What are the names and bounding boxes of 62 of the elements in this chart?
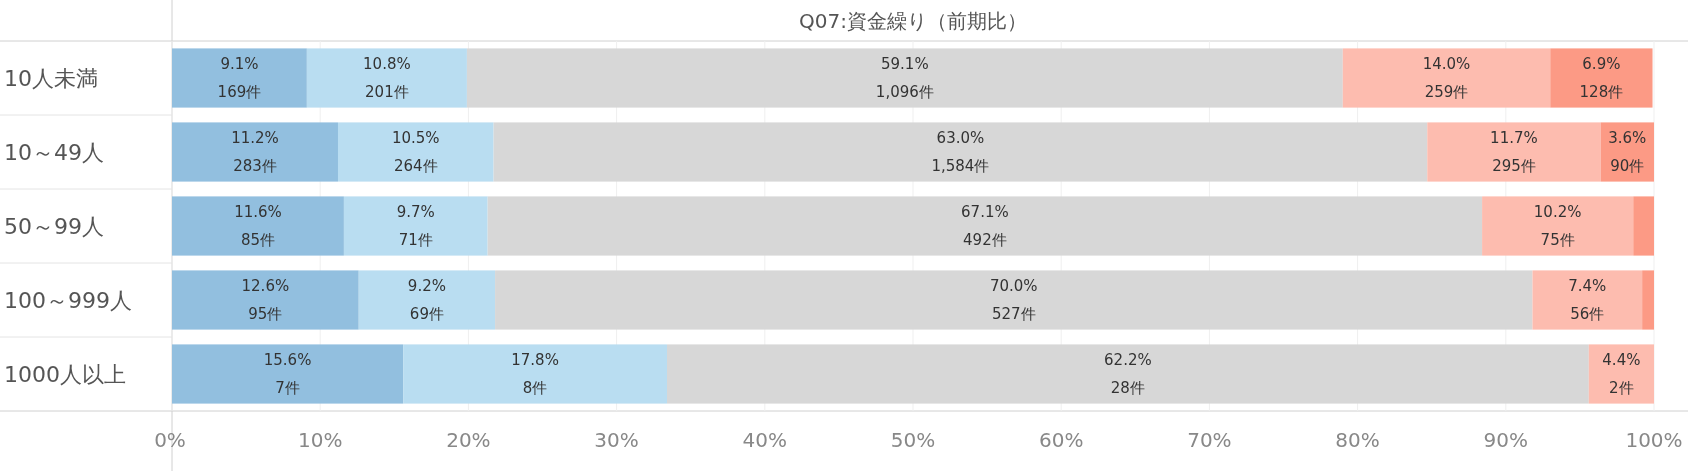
data-label: 62.2% 28件 bbox=[1104, 351, 1152, 397]
x-tick-label: 20% bbox=[446, 428, 491, 452]
data-label: 9.2% 69件 bbox=[407, 277, 446, 323]
data-label: 15.6% 7件 bbox=[263, 351, 312, 397]
data-label: 14.0% 259件 bbox=[1422, 55, 1471, 101]
x-tick-label: 50% bbox=[890, 428, 936, 452]
x-tick-label: 70% bbox=[1187, 428, 1232, 452]
bar bbox=[343, 196, 488, 256]
x-tick-label: 30% bbox=[594, 428, 639, 452]
bar bbox=[487, 196, 1483, 256]
bar bbox=[1342, 48, 1551, 108]
data-label: 3.6% 90件 bbox=[1608, 129, 1647, 175]
data-label: 11.2% 283件 bbox=[231, 129, 279, 175]
bar bbox=[1532, 270, 1643, 330]
y-tick-label: 10人未満 bbox=[4, 66, 98, 91]
bar bbox=[172, 344, 404, 404]
data-label: 11.7% 295件 bbox=[1490, 129, 1538, 175]
bar bbox=[358, 270, 496, 330]
data-label: 9.7% 71件 bbox=[396, 203, 435, 249]
y-tick-label: 10～49人 bbox=[4, 140, 104, 165]
x-tick-label: 80% bbox=[1335, 428, 1380, 452]
bar bbox=[495, 270, 1533, 330]
data-label: 63.0% 1,584件 bbox=[931, 129, 990, 175]
data-label: 59.1% 1,096件 bbox=[875, 55, 934, 101]
data-label: 12.6% 95件 bbox=[241, 277, 290, 323]
bar bbox=[1427, 122, 1601, 182]
bar bbox=[172, 270, 359, 330]
bar bbox=[172, 122, 338, 182]
x-tick-label: 40% bbox=[742, 428, 788, 452]
x-tick-label: 60% bbox=[1038, 428, 1084, 452]
data-label: 17.8% 8件 bbox=[511, 351, 559, 397]
bar bbox=[337, 122, 494, 182]
data-label: 10.8% 201件 bbox=[363, 55, 411, 101]
bar bbox=[1642, 270, 1654, 330]
data-label: 6.9% 128件 bbox=[1579, 55, 1624, 101]
bar bbox=[306, 48, 467, 108]
x-tick-label: 10% bbox=[297, 428, 343, 452]
data-label: 10.5% 264件 bbox=[391, 129, 440, 175]
x-tick-label: 0% bbox=[154, 428, 186, 452]
bar bbox=[172, 196, 344, 256]
data-label: 7.4% 56件 bbox=[1568, 277, 1607, 323]
y-tick-label: 50～99人 bbox=[4, 214, 104, 239]
bar bbox=[1588, 344, 1654, 404]
bar bbox=[493, 122, 1428, 182]
data-label: 4.4% 2件 bbox=[1602, 351, 1641, 397]
bar bbox=[403, 344, 667, 404]
bar bbox=[1550, 48, 1653, 108]
data-label: 9.1% 169件 bbox=[217, 55, 262, 101]
bar bbox=[1482, 196, 1634, 256]
x-tick-label: 90% bbox=[1483, 428, 1529, 452]
bar bbox=[466, 48, 1343, 108]
bar bbox=[172, 48, 307, 108]
y-tick-label: 1000人以上 bbox=[4, 362, 126, 387]
chart-title: Q07:資金繰り（前期比） bbox=[799, 8, 1027, 33]
data-label: 11.6% 85件 bbox=[234, 203, 282, 249]
y-tick-label: 100～999人 bbox=[4, 288, 132, 313]
data-label: 67.1% 492件 bbox=[961, 203, 1009, 249]
data-label: 10.2% 75件 bbox=[1533, 203, 1582, 249]
x-tick-label: 100% bbox=[1625, 428, 1683, 452]
data-label: 70.0% 527件 bbox=[989, 277, 1038, 323]
bar bbox=[666, 344, 1589, 404]
bar bbox=[1633, 196, 1654, 256]
